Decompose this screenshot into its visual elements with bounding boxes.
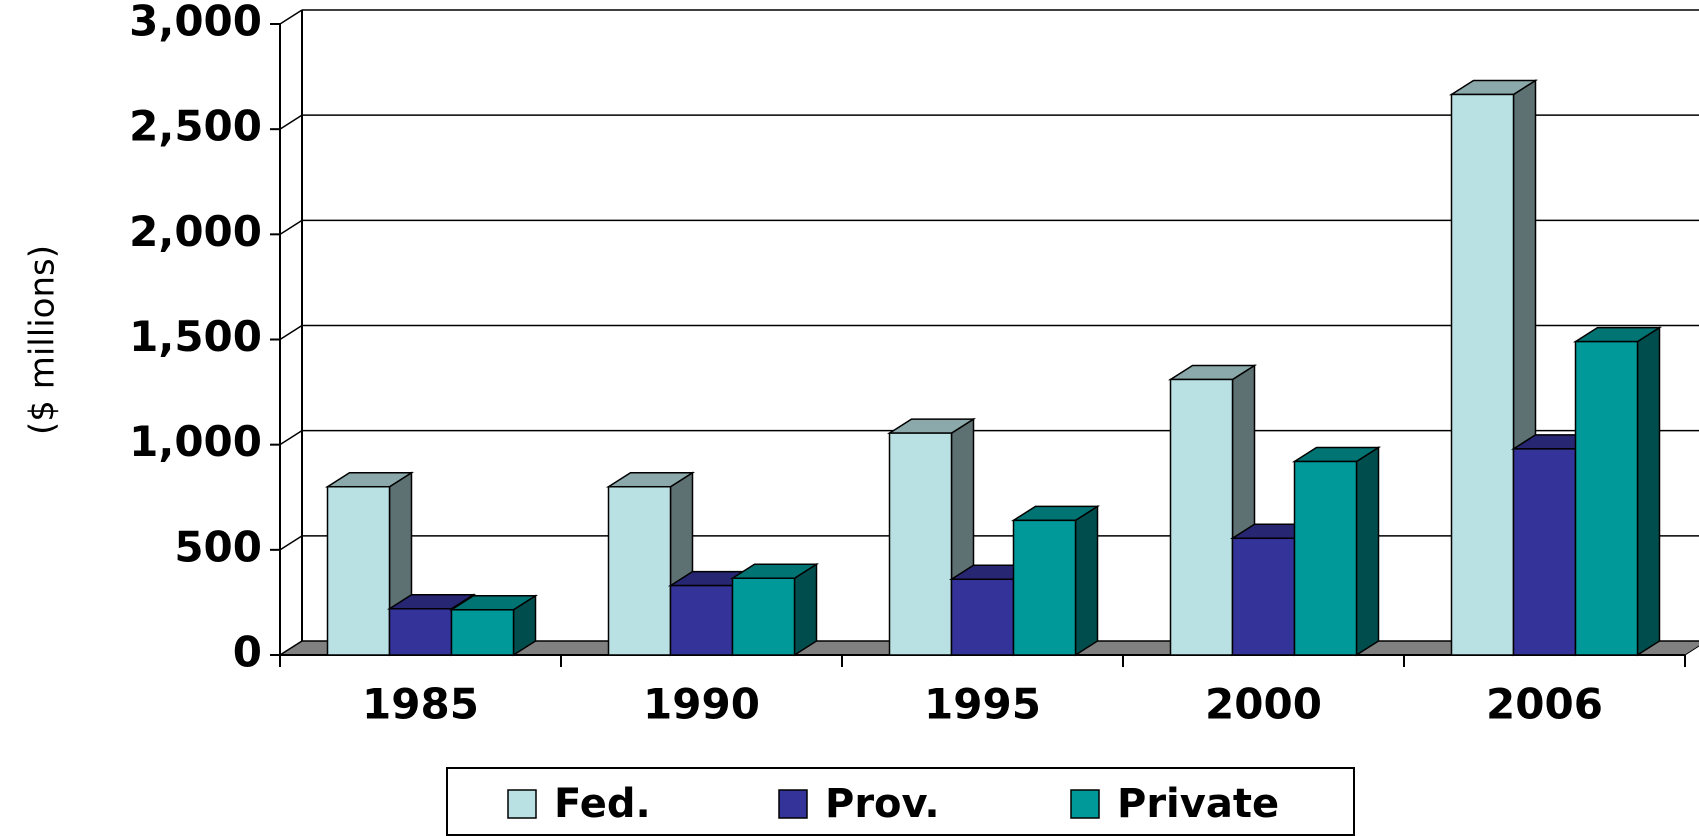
bar (1293, 460, 1358, 656)
bar (450, 609, 515, 656)
legend-swatch (778, 789, 808, 819)
bar (1450, 93, 1515, 656)
bar (888, 432, 953, 656)
bar (1574, 340, 1639, 656)
x-tick-label: 2006 (1486, 680, 1603, 729)
y-axis-label: ($ millions) (23, 245, 63, 435)
y-tick-label: 0 (233, 628, 262, 677)
legend-label: Private (1117, 781, 1279, 827)
x-tick-label: 1985 (362, 680, 479, 729)
bar (669, 584, 734, 656)
grid-line-side (279, 430, 303, 446)
legend-swatch (1070, 789, 1100, 819)
x-tick-label: 1990 (643, 680, 760, 729)
y-tick-label: 2,000 (129, 207, 262, 256)
grid-line-side (279, 9, 303, 25)
bar (1012, 519, 1077, 656)
bar (1231, 537, 1296, 656)
bar (1169, 378, 1234, 656)
bar-side (1636, 326, 1661, 657)
legend-box (446, 767, 1355, 836)
y-tick-label: 1,000 (129, 417, 262, 466)
bar (731, 577, 796, 656)
bar (1512, 448, 1577, 656)
y-tick-label: 1,500 (129, 312, 262, 361)
grid-line-side (279, 535, 303, 551)
grid-line-side (279, 219, 303, 235)
bar (950, 578, 1015, 656)
x-tick-label: 1995 (924, 680, 1041, 729)
y-tick-label: 2,500 (129, 102, 262, 151)
y-tick-label: 3,000 (129, 0, 262, 46)
grid-line-side (279, 114, 303, 130)
bar (326, 485, 391, 656)
bar-side (1074, 505, 1099, 657)
legend-label: Fed. (554, 781, 651, 827)
grid-line-side (279, 640, 303, 656)
bar-side (1355, 446, 1380, 657)
legend-swatch (507, 789, 537, 819)
bar (607, 485, 672, 656)
y-tick-label: 500 (174, 522, 262, 571)
x-tick-label: 2000 (1205, 680, 1322, 729)
bar-side (793, 562, 818, 657)
legend-label: Prov. (825, 781, 940, 827)
grid-line-side (279, 324, 303, 341)
bar (388, 607, 453, 656)
